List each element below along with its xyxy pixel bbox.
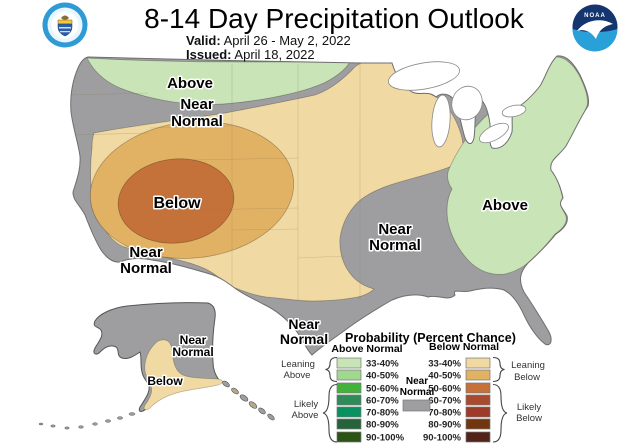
issued-line: Issued: April 18, 2022 [186, 47, 315, 62]
svg-text:80-90%: 80-90% [366, 420, 399, 431]
swatch-above-90 [336, 431, 362, 443]
svg-text:90-100%: 90-100% [423, 433, 462, 443]
label-near-normal-stexas: Near [288, 316, 320, 332]
swatch-below-50 [465, 382, 491, 394]
lake-superior [388, 61, 460, 91]
page-title: 8-14 Day Precipitation Outlook [144, 3, 524, 34]
brace-leaning-below [492, 356, 505, 383]
legend-title: Probability (Percent Chance) [345, 331, 516, 345]
svg-text:70-80%: 70-80% [366, 408, 399, 419]
label-above-southeast: Above [482, 197, 528, 214]
svg-text:70-80%: 70-80% [428, 408, 461, 419]
svg-text:Normal: Normal [172, 345, 213, 359]
svg-text:Below: Below [516, 413, 542, 424]
svg-text:33-40%: 33-40% [366, 359, 399, 370]
doc-eagle-icon [61, 15, 69, 20]
svg-text:Normal: Normal [400, 387, 435, 398]
swatch-below-90 [465, 431, 491, 443]
swatch-above-70 [336, 406, 362, 418]
svg-text:40-50%: 40-50% [366, 371, 399, 382]
lake-michigan [431, 94, 451, 148]
svg-text:90-100%: 90-100% [366, 433, 405, 443]
label-near-normal-socal: Near [129, 244, 163, 261]
swatch-below-33 [465, 357, 491, 369]
map-labels: Above Near Normal Below Near Normal Near… [119, 74, 530, 390]
doc-seal-logo [42, 2, 88, 48]
noaa-logo-text: NOAA [584, 13, 606, 19]
lake-ontario [501, 104, 527, 118]
valid-line: Valid: April 26 - May 2, 2022 [186, 33, 351, 48]
legend-likely-below: Likely [517, 402, 542, 413]
brace-likely-above [322, 383, 338, 443]
svg-text:33-40%: 33-40% [428, 359, 461, 370]
svg-text:Below: Below [514, 372, 540, 383]
swatch-above-60 [336, 394, 362, 406]
label-below-center: Below [153, 195, 201, 212]
legend-leaning-below: Leaning [511, 360, 545, 371]
legend-above-header: Above Normal [331, 343, 402, 355]
swatch-near-normal [402, 399, 431, 412]
lake-erie [479, 122, 509, 144]
svg-text:Above: Above [292, 410, 319, 421]
legend: Probability (Percent Chance) Above Norma… [281, 331, 545, 443]
swatch-above-80 [336, 418, 362, 430]
alaska-inset [38, 302, 275, 430]
swatch-below-80 [465, 418, 491, 430]
swatch-above-33 [336, 357, 362, 369]
brace-leaning-above [325, 356, 338, 383]
svg-text:Normal: Normal [120, 260, 172, 277]
svg-text:50-60%: 50-60% [366, 384, 399, 395]
swatch-below-60 [465, 394, 491, 406]
swatch-above-50 [336, 382, 362, 394]
label-below-alaska: Below [147, 374, 183, 388]
legend-above-rows: 33-40% 40-50% 50-60% 60-70% 70-80% 80-90… [336, 357, 405, 443]
noaa-logo: NOAA [572, 4, 618, 52]
label-above-northwest: Above [167, 75, 213, 92]
svg-text:60-70%: 60-70% [428, 396, 461, 407]
state-borders [70, 64, 361, 300]
legend-likely-above: Likely [294, 399, 319, 410]
svg-text:Normal: Normal [280, 331, 328, 347]
alaska-below-region [143, 339, 223, 411]
svg-text:Normal: Normal [171, 113, 223, 130]
doc-shield-icon [57, 19, 73, 25]
svg-text:Above: Above [284, 370, 311, 381]
svg-text:Normal: Normal [369, 237, 421, 254]
swatch-below-70 [465, 406, 491, 418]
label-near-normal-northwest: Near [180, 96, 214, 113]
legend-near-normal: Near Normal [400, 376, 435, 412]
region-likely-below-50 [117, 158, 235, 244]
validity-dates: Valid: April 26 - May 2, 2022 Issued: Ap… [186, 34, 351, 62]
svg-text:60-70%: 60-70% [366, 396, 399, 407]
legend-below-rows: 33-40% 40-50% 50-60% 60-70% 70-80% 80-90… [423, 357, 491, 443]
svg-text:Near: Near [406, 376, 428, 387]
svg-text:40-50%: 40-50% [428, 371, 461, 382]
svg-text:50-60%: 50-60% [428, 384, 461, 395]
label-near-normal-alaska: Near [180, 333, 207, 347]
great-lakes [388, 61, 527, 148]
legend-leaning-above: Leaning [281, 359, 315, 370]
noaa-bird-icon [577, 20, 613, 39]
alaska-panhandle-islands [222, 380, 275, 421]
legend-below-header: Below Normal [429, 341, 499, 353]
svg-text:80-90%: 80-90% [428, 420, 461, 431]
region-above-northwest [86, 57, 351, 106]
lake-huron [451, 85, 483, 121]
swatch-below-40 [465, 369, 491, 381]
swatch-above-40 [336, 369, 362, 381]
brace-likely-below [492, 383, 508, 443]
aleutian-islands [38, 412, 136, 430]
label-near-normal-east: Near [378, 221, 412, 238]
